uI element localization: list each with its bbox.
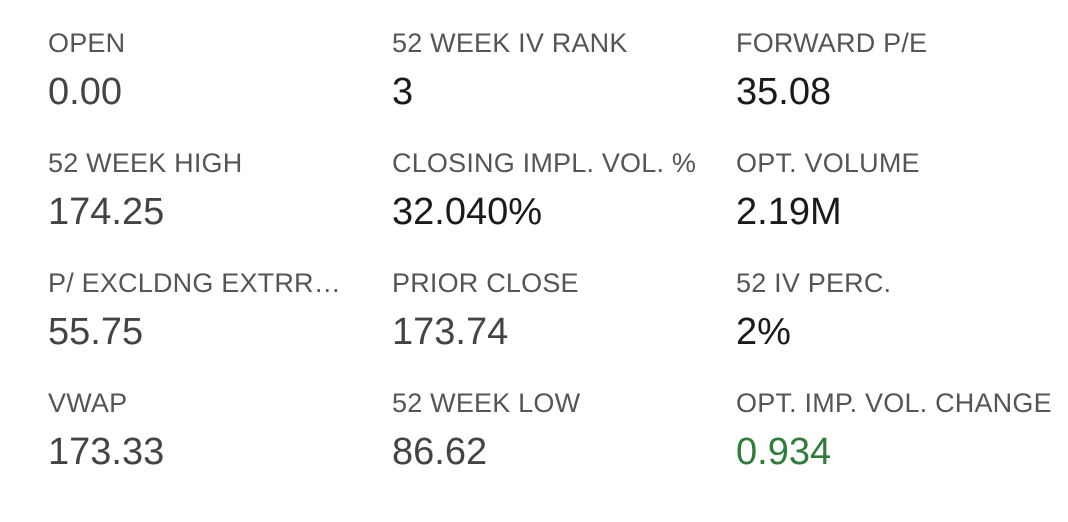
stat-label: OPT. VOLUME — [736, 148, 920, 178]
stat-label: 52 WEEK IV RANK — [392, 28, 628, 58]
stat-value: 55.75 — [48, 311, 144, 353]
stat-open: OPEN 0.00 — [48, 27, 378, 114]
stat-label: 52 WEEK HIGH — [48, 148, 243, 178]
stat-label: FORWARD P/E — [736, 28, 928, 58]
stat-value: 173.33 — [48, 431, 165, 473]
stat-52-week-high: 52 WEEK HIGH 174.25 — [48, 147, 378, 234]
stat-value: 2% — [736, 311, 791, 353]
stat-value: 32.040% — [392, 191, 543, 233]
stat-value: 0.934 — [736, 431, 832, 473]
stat-label: VWAP — [48, 388, 128, 418]
stat-forward-pe: FORWARD P/E 35.08 — [736, 27, 1066, 114]
stat-label: CLOSING IMPL. VOL. % — [392, 148, 697, 178]
stat-value: 35.08 — [736, 71, 832, 113]
stat-value: 3 — [392, 71, 414, 113]
stat-52-week-low: 52 WEEK LOW 86.62 — [392, 387, 722, 474]
stat-value: 0.00 — [48, 71, 122, 113]
stat-52-week-iv-rank: 52 WEEK IV RANK 3 — [392, 27, 722, 114]
stat-vwap: VWAP 173.33 — [48, 387, 378, 474]
stat-closing-impl-vol: CLOSING IMPL. VOL. % 32.040% — [392, 147, 722, 234]
stat-label: OPT. IMP. VOL. CHANGE — [736, 388, 1052, 418]
stat-value: 2.19M — [736, 191, 842, 233]
stat-label: P/ EXCLDNG EXTRRD… — [48, 268, 360, 298]
stat-52-iv-percentile: 52 IV PERC. 2% — [736, 267, 1066, 354]
stat-label: 52 IV PERC. — [736, 268, 892, 298]
stat-value: 174.25 — [48, 191, 165, 233]
stat-opt-imp-vol-change: OPT. IMP. VOL. CHANGE 0.934 — [736, 387, 1066, 474]
stat-label: OPEN — [48, 28, 126, 58]
stat-value: 86.62 — [392, 431, 488, 473]
stat-pe-excluding-extraordinary: P/ EXCLDNG EXTRRD… 55.75 — [48, 267, 378, 354]
stat-label: 52 WEEK LOW — [392, 388, 581, 418]
stat-prior-close: PRIOR CLOSE 173.74 — [392, 267, 722, 354]
stat-label: PRIOR CLOSE — [392, 268, 579, 298]
stat-opt-volume: OPT. VOLUME 2.19M — [736, 147, 1066, 234]
stat-value: 173.74 — [392, 311, 509, 353]
